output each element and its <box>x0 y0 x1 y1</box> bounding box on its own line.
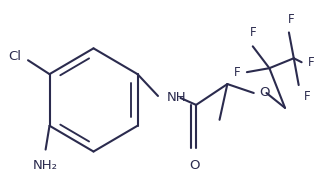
Text: NH: NH <box>167 92 186 104</box>
Text: F: F <box>233 66 240 79</box>
Text: F: F <box>249 26 256 39</box>
Text: F: F <box>307 56 314 69</box>
Text: F: F <box>304 90 310 103</box>
Text: Cl: Cl <box>8 50 21 63</box>
Text: O: O <box>189 159 199 173</box>
Text: NH₂: NH₂ <box>33 159 58 173</box>
Text: O: O <box>260 87 270 100</box>
Text: F: F <box>288 12 294 25</box>
